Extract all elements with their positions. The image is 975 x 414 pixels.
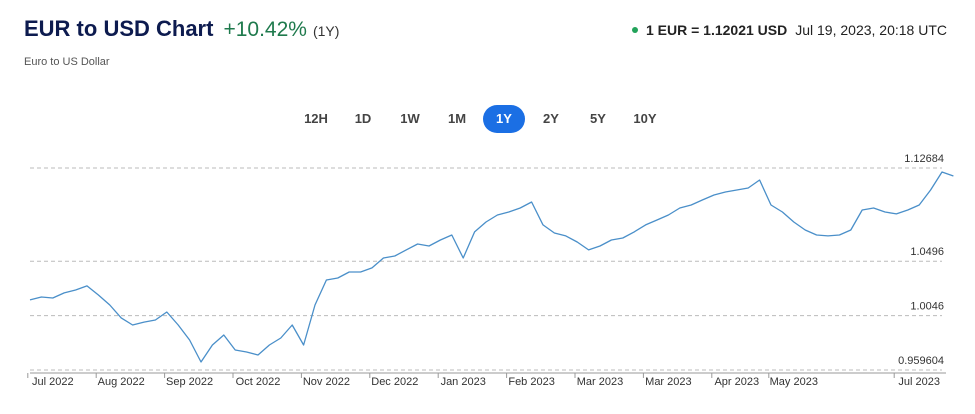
y-tick-label: 1.12684 xyxy=(904,153,944,165)
x-tick-label: Apr 2023 xyxy=(714,376,759,388)
x-tick-label: Feb 2023 xyxy=(508,376,554,388)
x-tick-label: Dec 2022 xyxy=(371,376,418,388)
x-tick-label: Jul 2022 xyxy=(32,376,74,388)
range-button[interactable]: 12H xyxy=(304,111,328,126)
x-tick-label: Aug 2022 xyxy=(98,376,145,388)
range-button[interactable]: 10Y xyxy=(633,111,657,126)
subtitle: Euro to US Dollar xyxy=(24,56,110,68)
range-button[interactable]: 2Y xyxy=(543,111,559,126)
price-line xyxy=(29,171,954,363)
x-tick-label: Jan 2023 xyxy=(441,376,486,388)
range-button[interactable]: 1M xyxy=(447,111,467,126)
timestamp: Jul 19, 2023, 20:18 UTC xyxy=(795,22,947,38)
range-button[interactable]: 1Y xyxy=(483,105,525,133)
y-tick-label: 1.0496 xyxy=(910,246,944,258)
x-tick-label: Sep 2022 xyxy=(166,376,213,388)
header: EUR to USD Chart +10.42% (1Y) xyxy=(24,16,339,42)
range-button[interactable]: 5Y xyxy=(590,111,606,126)
x-tick-label: Nov 2022 xyxy=(303,376,350,388)
x-tick-label: Jul 2023 xyxy=(898,376,940,388)
x-tick-label: Mar 2023 xyxy=(645,376,691,388)
rate: 1 EUR = 1.12021 USD xyxy=(645,22,788,38)
range-button[interactable]: 1W xyxy=(400,111,420,126)
status-dot xyxy=(631,27,638,33)
x-tick-label: Oct 2022 xyxy=(236,376,281,388)
range-buttons: 12H 1D 1W 1M 1Y 2Y 5Y 10Y xyxy=(295,105,666,133)
y-tick-label: 0.959604 xyxy=(898,355,944,367)
x-tick-label: May 2023 xyxy=(770,376,818,388)
title: EUR to USD Chart xyxy=(24,16,214,41)
period: (1Y) xyxy=(312,23,340,39)
rate-box: 1 EUR = 1.12021 USD Jul 19, 2023, 20:18 … xyxy=(631,22,947,38)
change: +10.42% xyxy=(223,18,307,41)
x-tick-label: Mar 2023 xyxy=(577,376,623,388)
range-button[interactable]: 1D xyxy=(354,111,372,126)
y-tick-label: 1.0046 xyxy=(910,301,944,313)
